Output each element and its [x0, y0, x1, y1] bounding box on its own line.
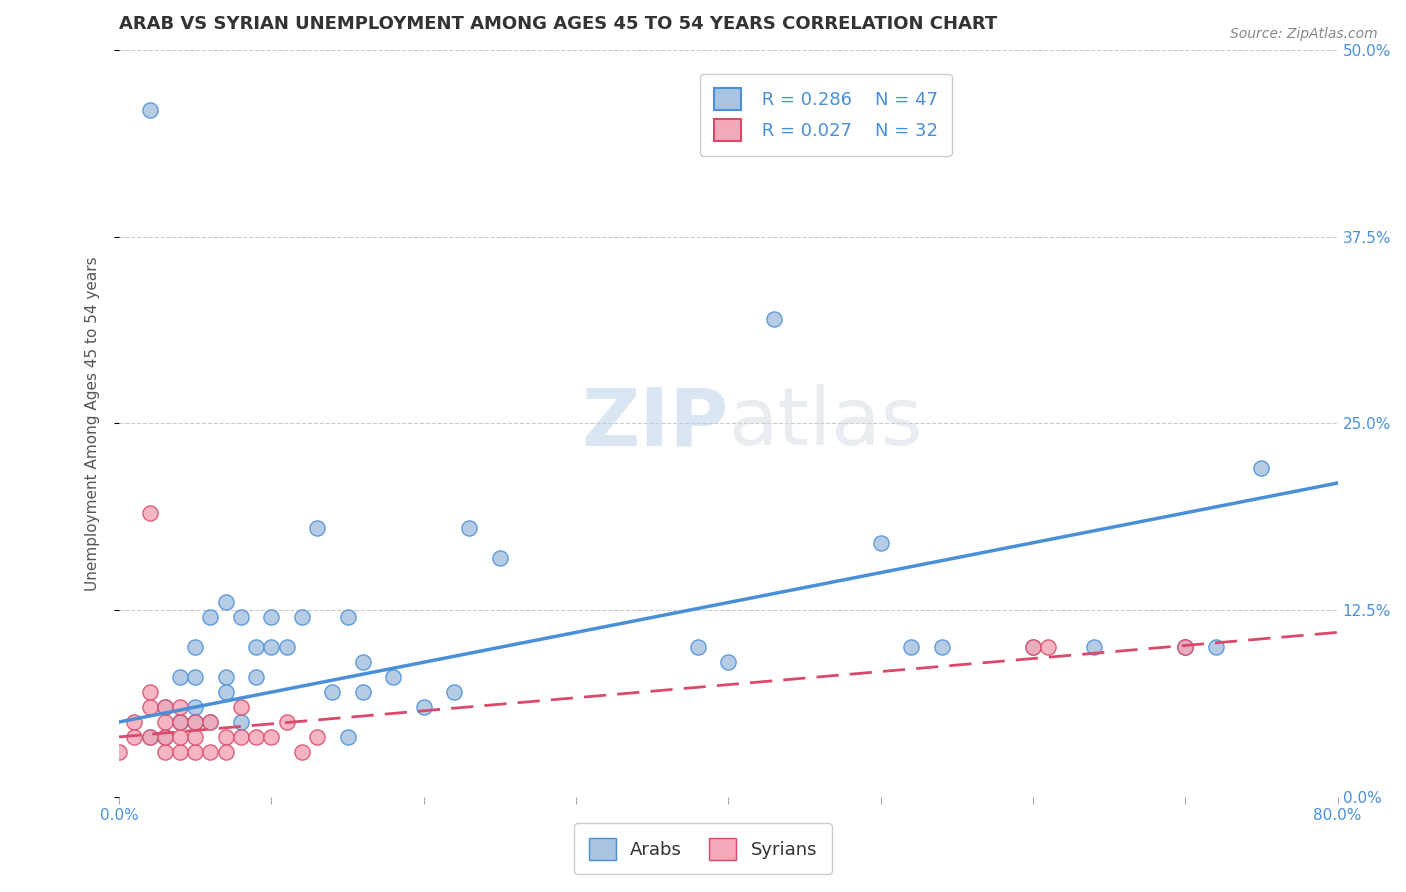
Point: [931, 640, 953, 655]
Point: [245, 730, 267, 744]
Point: [291, 610, 314, 624]
Point: [1083, 640, 1105, 655]
Point: [200, 745, 222, 759]
Point: [869, 535, 891, 549]
Point: [169, 714, 191, 729]
Point: [169, 714, 191, 729]
Point: [169, 670, 191, 684]
Point: [108, 745, 131, 759]
Point: [352, 655, 374, 669]
Point: [184, 730, 207, 744]
Text: Source: ZipAtlas.com: Source: ZipAtlas.com: [1230, 27, 1378, 41]
Point: [138, 103, 160, 117]
Point: [153, 700, 176, 714]
Point: [458, 521, 481, 535]
Point: [229, 714, 252, 729]
Point: [138, 506, 160, 520]
Point: [138, 730, 160, 744]
Point: [215, 685, 238, 699]
Point: [1022, 640, 1045, 655]
Point: [1205, 640, 1227, 655]
Point: [352, 685, 374, 699]
Point: [717, 655, 740, 669]
Point: [169, 714, 191, 729]
Point: [229, 700, 252, 714]
Point: [276, 714, 298, 729]
Point: [169, 745, 191, 759]
Legend:  R = 0.286    N = 47,  R = 0.027    N = 32: R = 0.286 N = 47, R = 0.027 N = 32: [700, 74, 952, 156]
Point: [124, 714, 146, 729]
Point: [138, 730, 160, 744]
Point: [307, 521, 329, 535]
Point: [215, 670, 238, 684]
Point: [686, 640, 709, 655]
Point: [215, 730, 238, 744]
Point: [184, 714, 207, 729]
Y-axis label: Unemployment Among Ages 45 to 54 years: Unemployment Among Ages 45 to 54 years: [86, 256, 100, 591]
Point: [169, 730, 191, 744]
Legend: Arabs, Syrians: Arabs, Syrians: [574, 823, 832, 874]
Point: [184, 745, 207, 759]
Point: [153, 714, 176, 729]
Point: [229, 610, 252, 624]
Point: [1174, 640, 1197, 655]
Point: [138, 700, 160, 714]
Point: [245, 670, 267, 684]
Point: [336, 730, 359, 744]
Point: [276, 640, 298, 655]
Point: [138, 685, 160, 699]
Point: [489, 550, 512, 565]
Point: [336, 610, 359, 624]
Point: [321, 685, 343, 699]
Point: [382, 670, 405, 684]
Point: [229, 730, 252, 744]
Point: [169, 700, 191, 714]
Point: [307, 730, 329, 744]
Point: [215, 745, 238, 759]
Point: [763, 311, 786, 326]
Point: [124, 730, 146, 744]
Point: [184, 700, 207, 714]
Point: [153, 730, 176, 744]
Text: ARAB VS SYRIAN UNEMPLOYMENT AMONG AGES 45 TO 54 YEARS CORRELATION CHART: ARAB VS SYRIAN UNEMPLOYMENT AMONG AGES 4…: [120, 15, 997, 33]
Point: [245, 640, 267, 655]
Point: [1174, 640, 1197, 655]
Point: [184, 640, 207, 655]
Point: [153, 700, 176, 714]
Point: [184, 670, 207, 684]
Point: [291, 745, 314, 759]
Point: [900, 640, 922, 655]
Point: [260, 730, 283, 744]
Point: [1174, 640, 1197, 655]
Point: [443, 685, 465, 699]
Point: [153, 730, 176, 744]
Point: [1022, 640, 1045, 655]
Point: [184, 714, 207, 729]
Point: [260, 610, 283, 624]
Point: [412, 700, 434, 714]
Text: atlas: atlas: [728, 384, 922, 462]
Point: [215, 595, 238, 609]
Point: [200, 714, 222, 729]
Point: [260, 640, 283, 655]
Point: [200, 610, 222, 624]
Point: [1250, 461, 1272, 475]
Point: [200, 714, 222, 729]
Point: [153, 745, 176, 759]
Point: [1038, 640, 1060, 655]
Text: ZIP: ZIP: [581, 384, 728, 462]
